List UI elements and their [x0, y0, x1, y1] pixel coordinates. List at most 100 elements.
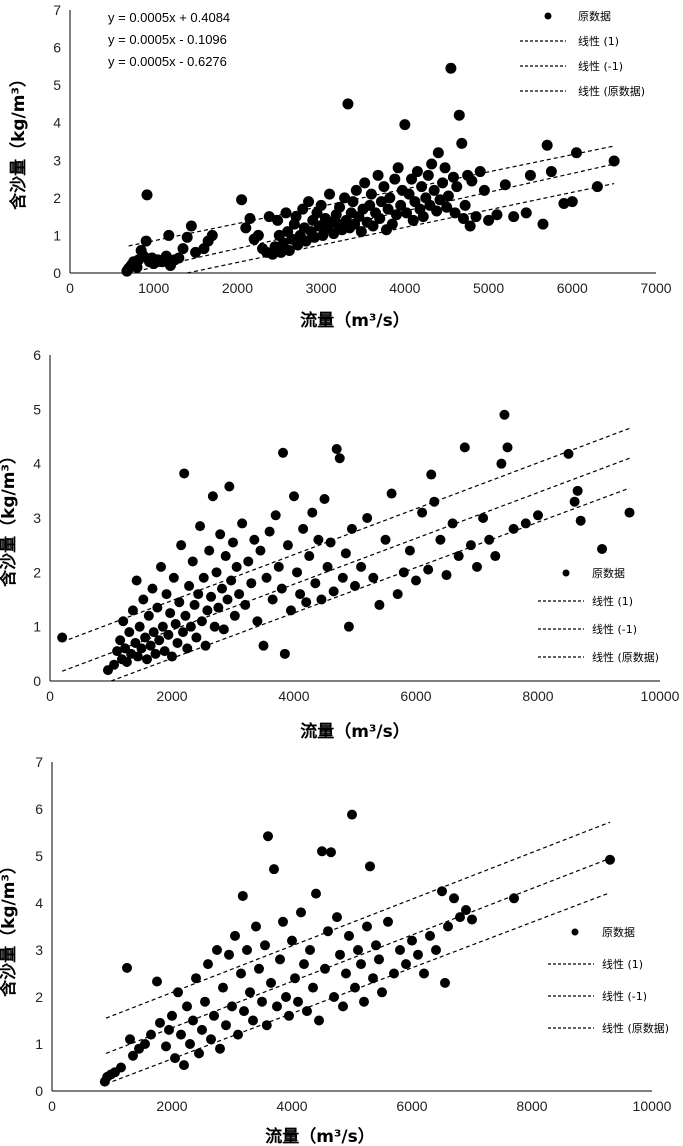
trendline — [105, 892, 611, 1085]
y-tick-label: 0 — [35, 1083, 43, 1099]
data-point — [407, 935, 417, 946]
data-point — [470, 211, 482, 223]
data-point — [350, 184, 362, 196]
legend-marker — [571, 928, 579, 936]
data-point — [356, 959, 366, 970]
x-axis-title: 流量（m³/s） — [300, 310, 410, 331]
x-tick-label: 6000 — [400, 688, 431, 704]
data-point — [399, 119, 411, 131]
y-tick-label: 5 — [33, 401, 41, 417]
data-point — [194, 1048, 204, 1059]
data-point — [437, 177, 449, 189]
x-tick-label: 2000 — [156, 1098, 187, 1114]
data-point — [456, 137, 468, 149]
data-point — [367, 220, 379, 232]
data-point — [301, 597, 312, 608]
data-point — [211, 567, 222, 578]
trendline — [187, 182, 615, 274]
data-point — [131, 575, 142, 586]
data-point — [472, 561, 482, 572]
trendline — [136, 163, 615, 272]
data-point — [287, 935, 297, 946]
data-point — [168, 572, 179, 583]
data-point — [296, 907, 306, 918]
data-point — [152, 602, 163, 613]
y-tick-label: 2 — [53, 190, 61, 206]
data-point — [185, 1039, 195, 1049]
data-point — [221, 1020, 231, 1031]
data-point — [224, 949, 234, 960]
data-point — [278, 916, 288, 927]
data-point — [419, 968, 429, 979]
data-point — [467, 914, 477, 925]
data-point — [141, 654, 152, 665]
data-point — [261, 572, 272, 583]
y-tick-label: 0 — [33, 673, 41, 689]
data-point — [273, 561, 284, 572]
x-tick-label: 5000 — [473, 280, 504, 296]
data-point — [429, 496, 440, 507]
data-point — [445, 62, 457, 74]
data-point — [353, 945, 363, 955]
data-point — [365, 188, 377, 200]
data-point — [121, 656, 132, 667]
data-point — [332, 912, 342, 923]
data-point — [572, 485, 583, 496]
data-point — [362, 513, 373, 523]
data-point — [545, 166, 557, 178]
legend-label: 原数据 — [602, 925, 635, 939]
data-point — [401, 207, 413, 219]
data-point — [484, 534, 495, 545]
data-point — [179, 1060, 189, 1071]
data-point — [338, 1001, 348, 1012]
data-point — [255, 545, 266, 556]
data-point — [344, 930, 354, 941]
data-point — [575, 515, 586, 526]
y-axis-title: 含沙量（kg/m³） — [8, 70, 29, 210]
legend-label: 线性 (原数据) — [602, 1021, 669, 1035]
data-point — [431, 945, 441, 955]
data-point — [218, 982, 228, 993]
data-point — [187, 556, 198, 567]
data-point — [334, 453, 345, 464]
data-point — [356, 561, 367, 572]
data-point — [384, 192, 396, 204]
data-point — [389, 968, 399, 979]
data-point — [275, 954, 285, 965]
data-point — [466, 175, 478, 187]
legend-marker — [562, 569, 570, 577]
y-tick-label: 7 — [35, 754, 43, 770]
y-tick-label: 5 — [53, 77, 61, 93]
y-tick-label: 3 — [35, 942, 43, 958]
data-point — [260, 940, 270, 951]
data-point — [335, 949, 345, 960]
data-point — [280, 207, 292, 219]
data-point — [299, 959, 309, 970]
data-point — [404, 545, 415, 556]
data-point — [337, 572, 348, 583]
data-point — [236, 968, 246, 979]
data-point — [347, 809, 357, 820]
data-point — [499, 409, 510, 420]
data-point — [242, 945, 252, 955]
data-point — [289, 491, 299, 502]
data-point — [435, 534, 446, 545]
data-point — [215, 529, 226, 540]
chart-1: 0 1000 2000 3000 4000 5000 6000 7000 0 1 2 3 4 5 6 7 流量（… — [8, 2, 672, 331]
data-point — [407, 214, 419, 226]
data-point — [220, 551, 231, 562]
data-point — [278, 447, 289, 458]
data-point — [569, 496, 580, 507]
data-point — [442, 190, 454, 202]
legend-label: 线性 (1) — [592, 594, 633, 608]
data-point — [143, 610, 154, 621]
data-point — [508, 211, 520, 223]
data-point — [300, 235, 312, 247]
data-point — [185, 621, 196, 632]
data-point — [441, 201, 453, 213]
data-point — [136, 643, 147, 654]
data-point — [302, 1006, 312, 1017]
data-point — [206, 591, 217, 602]
data-point — [140, 1039, 150, 1049]
data-point — [258, 640, 269, 651]
